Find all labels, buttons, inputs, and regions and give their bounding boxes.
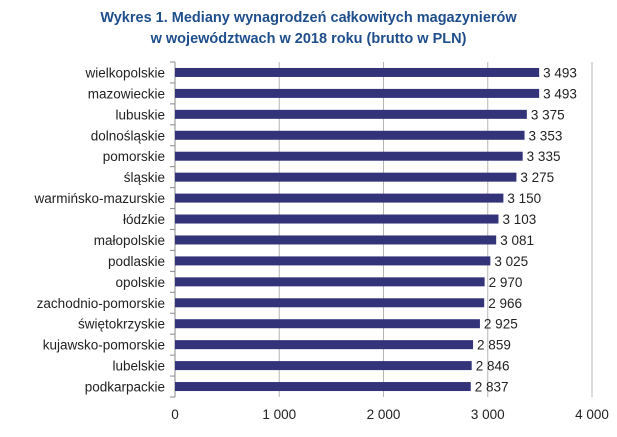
bar-13 — [175, 340, 474, 350]
value-label-13: 2 859 — [477, 338, 511, 353]
category-label-10: opolskie — [115, 275, 165, 290]
bar-1 — [175, 88, 540, 98]
value-label-10: 2 970 — [489, 275, 523, 290]
bar-3 — [175, 130, 525, 140]
bar-12 — [175, 319, 480, 329]
category-label-1: mazowieckie — [88, 86, 165, 101]
value-label-2: 3 375 — [531, 107, 565, 122]
bar-4 — [175, 151, 523, 161]
bar-7 — [175, 214, 499, 224]
value-label-9: 3 025 — [494, 254, 528, 269]
x-tick-label-2: 2 000 — [367, 407, 401, 422]
chart-title-line-2: w województwach w 2018 roku (brutto w PL… — [150, 31, 467, 47]
category-label-9: podlaskie — [108, 254, 165, 269]
chart-title-line-1: Wykres 1. Mediany wynagrodzeń całkowityc… — [100, 10, 517, 26]
category-label-6: warmińsko-mazurskie — [33, 191, 165, 206]
category-label-7: łódzkie — [123, 212, 165, 227]
bar-8 — [175, 235, 497, 245]
value-label-3: 3 353 — [529, 128, 563, 143]
bar-14 — [175, 361, 472, 371]
category-label-4: pomorskie — [103, 149, 165, 164]
value-label-0: 3 493 — [543, 65, 577, 80]
category-label-5: śląskie — [124, 170, 165, 185]
category-label-14: lubelskie — [112, 359, 165, 374]
bar-9 — [175, 256, 491, 266]
value-label-7: 3 103 — [502, 212, 536, 227]
category-label-13: kujawsko-pomorskie — [43, 338, 165, 353]
value-label-11: 2 966 — [488, 296, 522, 311]
x-tick-label-1: 1 000 — [262, 407, 296, 422]
category-label-0: wielkopolskie — [84, 65, 165, 80]
x-tick-label-4: 4 000 — [575, 407, 609, 422]
value-label-8: 3 081 — [500, 233, 534, 248]
value-label-6: 3 150 — [507, 191, 541, 206]
value-label-14: 2 846 — [476, 359, 510, 374]
category-label-2: lubuskie — [115, 107, 165, 122]
value-label-1: 3 493 — [543, 86, 577, 101]
bar-15 — [175, 382, 471, 392]
category-label-3: dolnośląskie — [91, 128, 165, 143]
category-label-15: podkarpackie — [85, 380, 165, 395]
bar-6 — [175, 193, 504, 203]
value-label-15: 2 837 — [475, 380, 509, 395]
bar-0 — [175, 67, 540, 77]
value-label-12: 2 925 — [484, 317, 518, 332]
value-label-4: 3 335 — [527, 149, 561, 164]
x-tick-label-0: 0 — [171, 407, 179, 422]
bar-11 — [175, 298, 485, 308]
category-label-12: świętokrzyskie — [78, 317, 165, 332]
value-label-5: 3 275 — [520, 170, 554, 185]
x-tick-label-3: 3 000 — [471, 407, 505, 422]
chart-title: Wykres 1. Mediany wynagrodzeń całkowityc… — [0, 8, 617, 50]
bar-2 — [175, 109, 527, 119]
category-label-11: zachodnio-pomorskie — [37, 296, 165, 311]
category-label-8: małopolskie — [94, 233, 165, 248]
bar-10 — [175, 277, 485, 287]
bar-5 — [175, 172, 517, 182]
